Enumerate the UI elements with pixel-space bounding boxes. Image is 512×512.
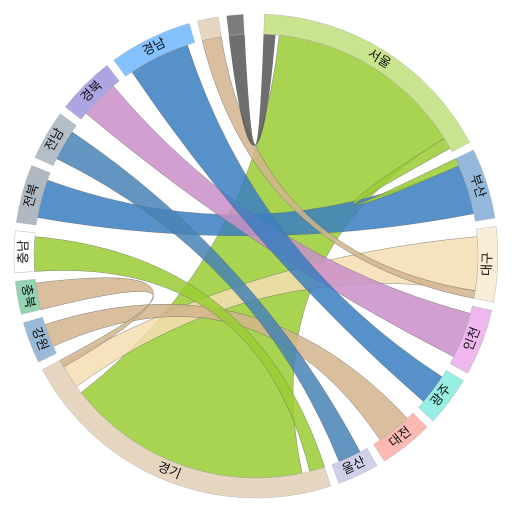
group-arc-14 xyxy=(113,23,196,77)
group-arc-1 xyxy=(455,149,496,222)
group-arc-0 xyxy=(263,13,471,153)
chord-group-arcs xyxy=(13,13,499,499)
group-label-2: 대구 xyxy=(480,252,496,276)
group-label-11: 전북 xyxy=(22,182,43,209)
group-arc-8 xyxy=(23,316,57,363)
group-arc-11 xyxy=(16,165,51,226)
group-arc-10 xyxy=(13,230,36,274)
group-label-1: 부산 xyxy=(467,173,489,200)
group-arc-2 xyxy=(473,226,499,303)
group-arc-3 xyxy=(449,305,493,374)
group-arc-12 xyxy=(34,113,77,167)
group-arc-7 xyxy=(41,359,332,499)
group-label-10: 충남 xyxy=(16,240,31,264)
group-arc-4 xyxy=(418,369,464,422)
group-arc-13 xyxy=(64,64,120,120)
group-arc-15 xyxy=(197,16,222,41)
group-label-9: 충북 xyxy=(18,283,37,309)
group-arc-5 xyxy=(373,412,428,462)
group-arc-16 xyxy=(226,14,245,36)
group-arc-6 xyxy=(331,447,378,484)
ribbon-1 xyxy=(37,165,475,236)
chord-ribbons xyxy=(33,33,479,479)
group-arc-9 xyxy=(15,278,41,315)
